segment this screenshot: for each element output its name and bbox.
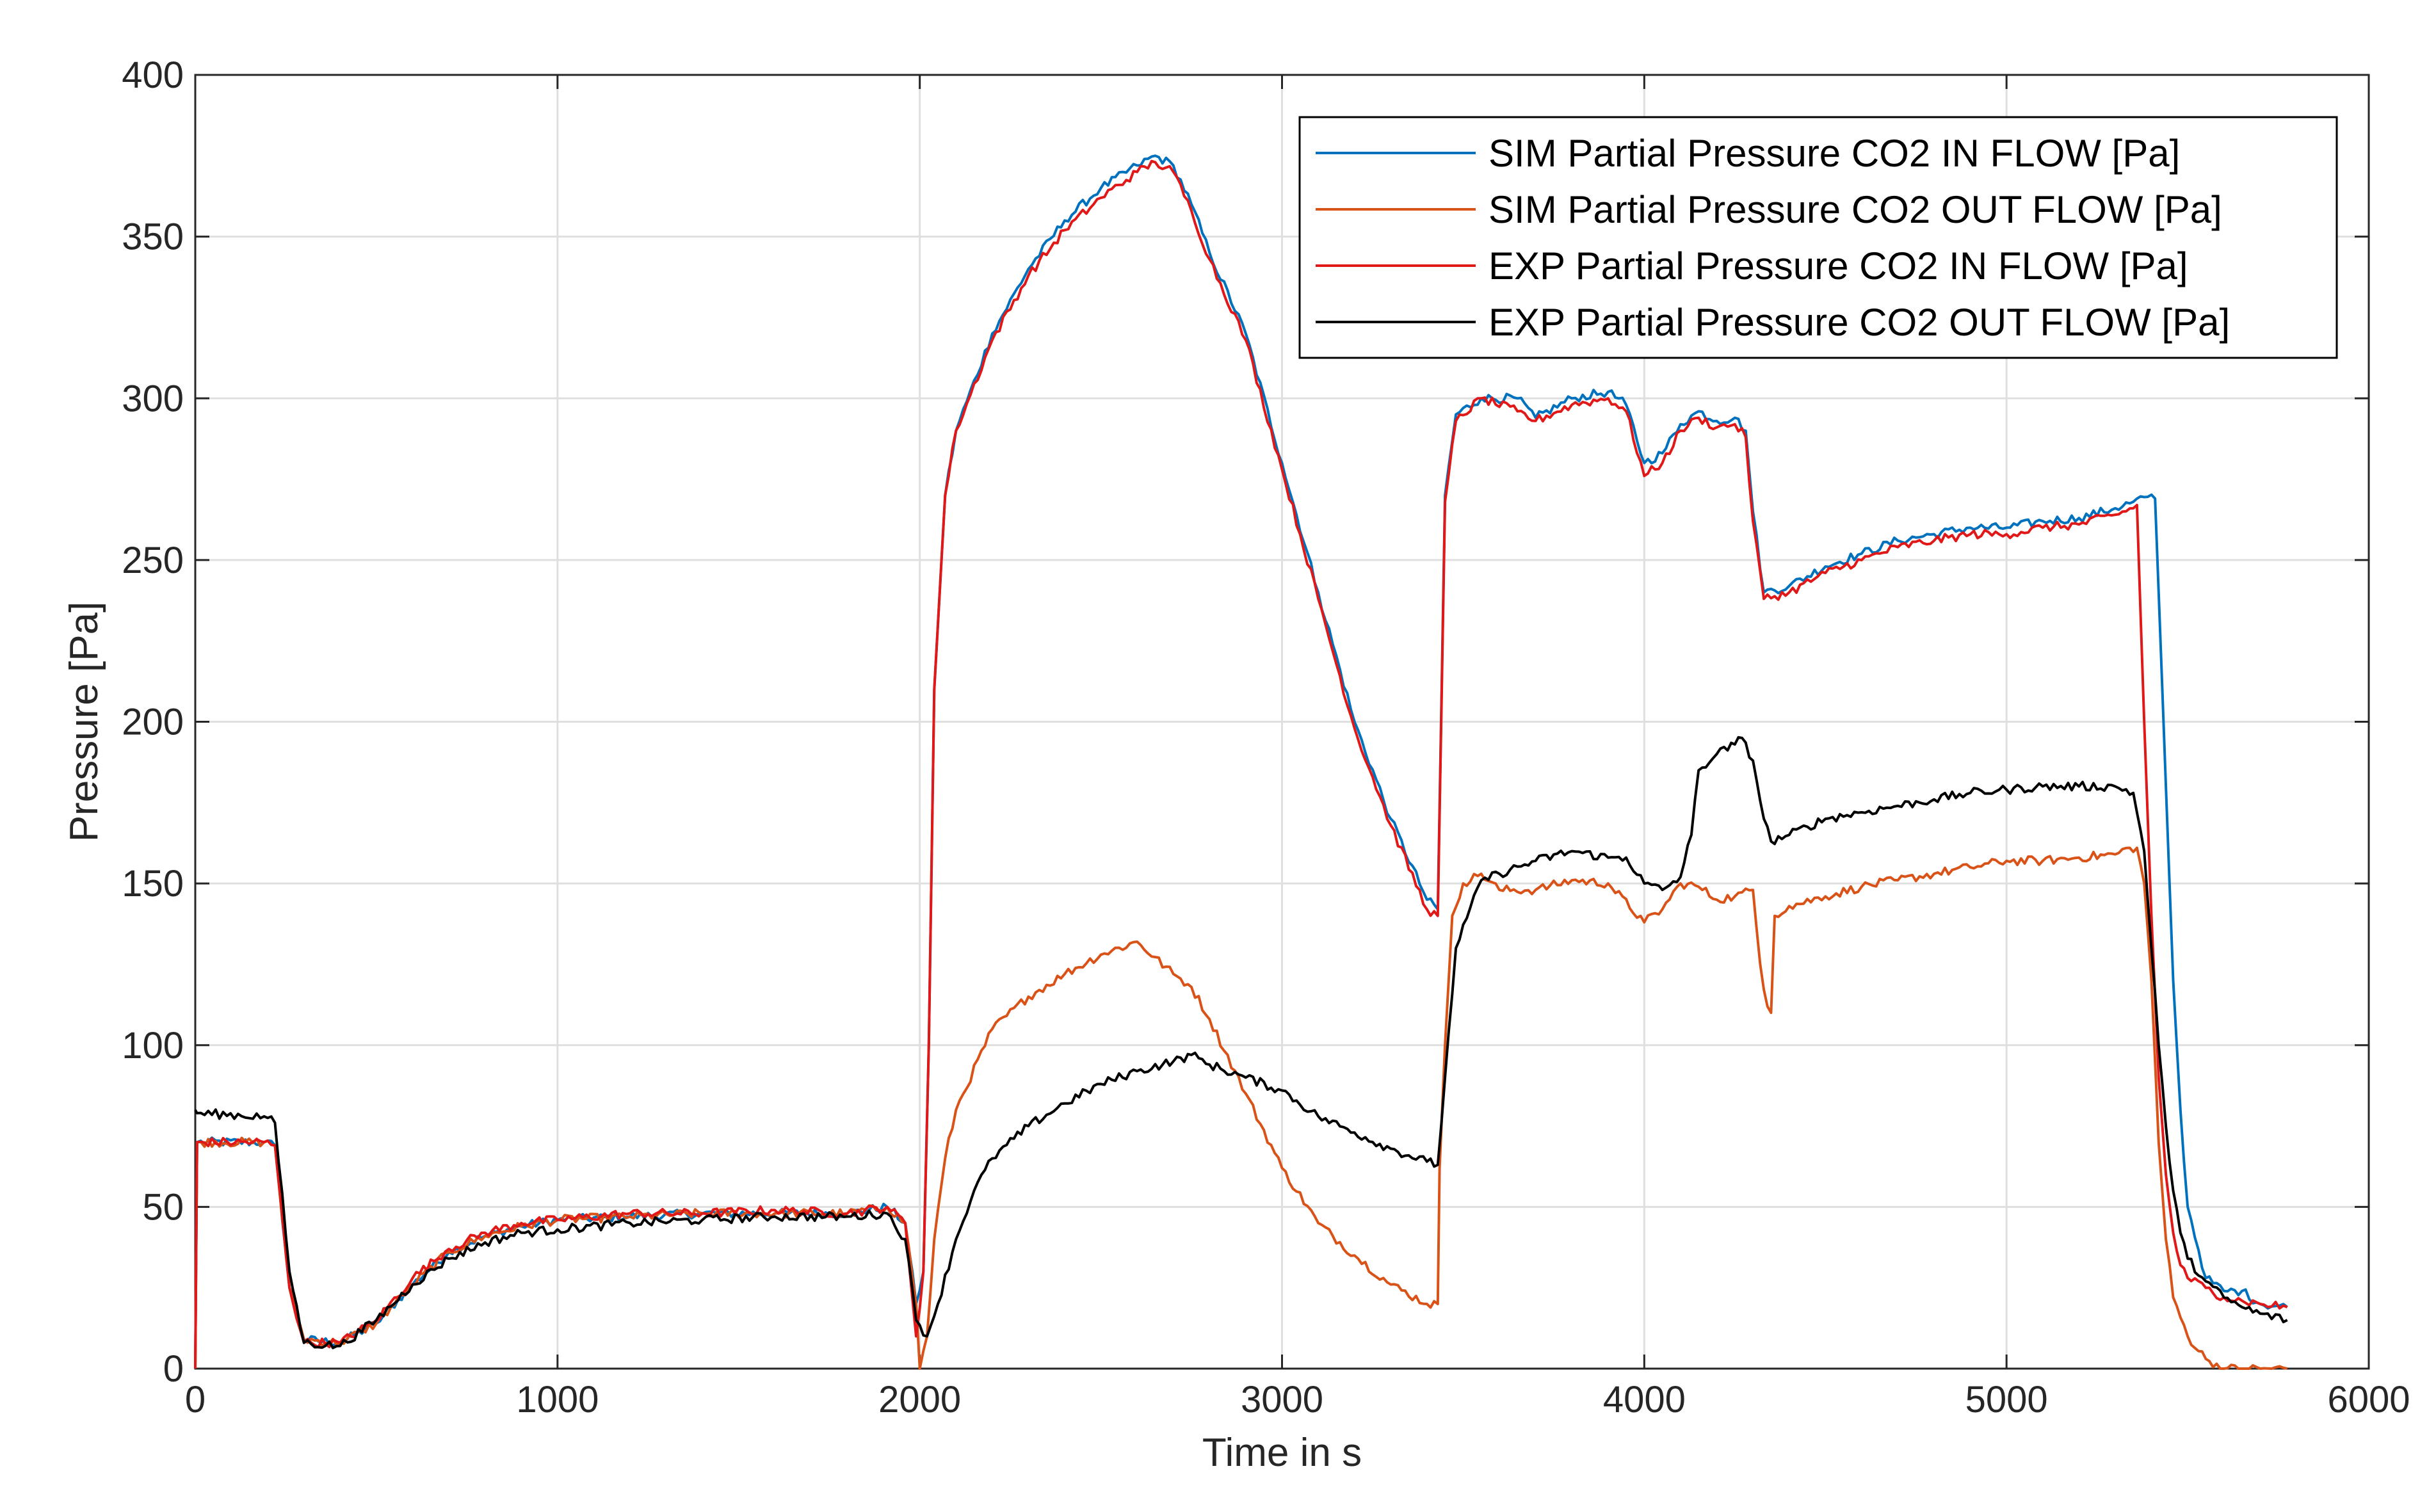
x-tick-label: 4000	[1603, 1379, 1686, 1420]
x-tick-label: 1000	[516, 1379, 599, 1420]
x-tick-label: 2000	[878, 1379, 961, 1420]
x-tick-label: 0	[185, 1379, 206, 1420]
legend-entry-3: EXP Partial Pressure CO2 IN FLOW [Pa]	[1488, 245, 2188, 287]
legend-box	[1298, 116, 2338, 359]
legend-entry-1: SIM Partial Pressure CO2 IN FLOW [Pa]	[1488, 132, 2180, 175]
y-tick-label: 200	[122, 702, 184, 743]
x-tick-label: 3000	[1241, 1379, 1323, 1420]
y-tick-label: 250	[122, 540, 184, 581]
legend: SIM Partial Pressure CO2 IN FLOW [Pa] SIM…	[1298, 116, 2338, 359]
axis-ticks: 0 1000 2000 3000 4000 5000 6000 0 50 100 150 200 250…	[122, 54, 2410, 1420]
data-series	[194, 154, 2288, 1370]
x-tick-label: 5000	[1965, 1379, 2048, 1420]
y-tick-label: 350	[122, 216, 184, 258]
y-tick-label: 150	[122, 863, 184, 905]
y-tick-label: 100	[122, 1025, 184, 1066]
y-tick-label: 0	[163, 1348, 184, 1390]
x-axis-label: Time in s	[1202, 1431, 1362, 1475]
y-axis-label: Pressure [Pa]	[62, 602, 106, 842]
legend-entry-4: EXP Partial Pressure CO2 OUT FLOW [Pa]	[1488, 301, 2230, 344]
y-tick-label: 400	[122, 54, 184, 96]
series-line-4	[194, 736, 2288, 1349]
y-tick-label: 50	[142, 1186, 184, 1228]
x-tick-label: 6000	[2327, 1379, 2410, 1420]
legend-entry-2: SIM Partial Pressure CO2 OUT FLOW [Pa]	[1488, 188, 2222, 231]
series-line-3	[194, 159, 2288, 1369]
y-tick-label: 300	[122, 378, 184, 419]
